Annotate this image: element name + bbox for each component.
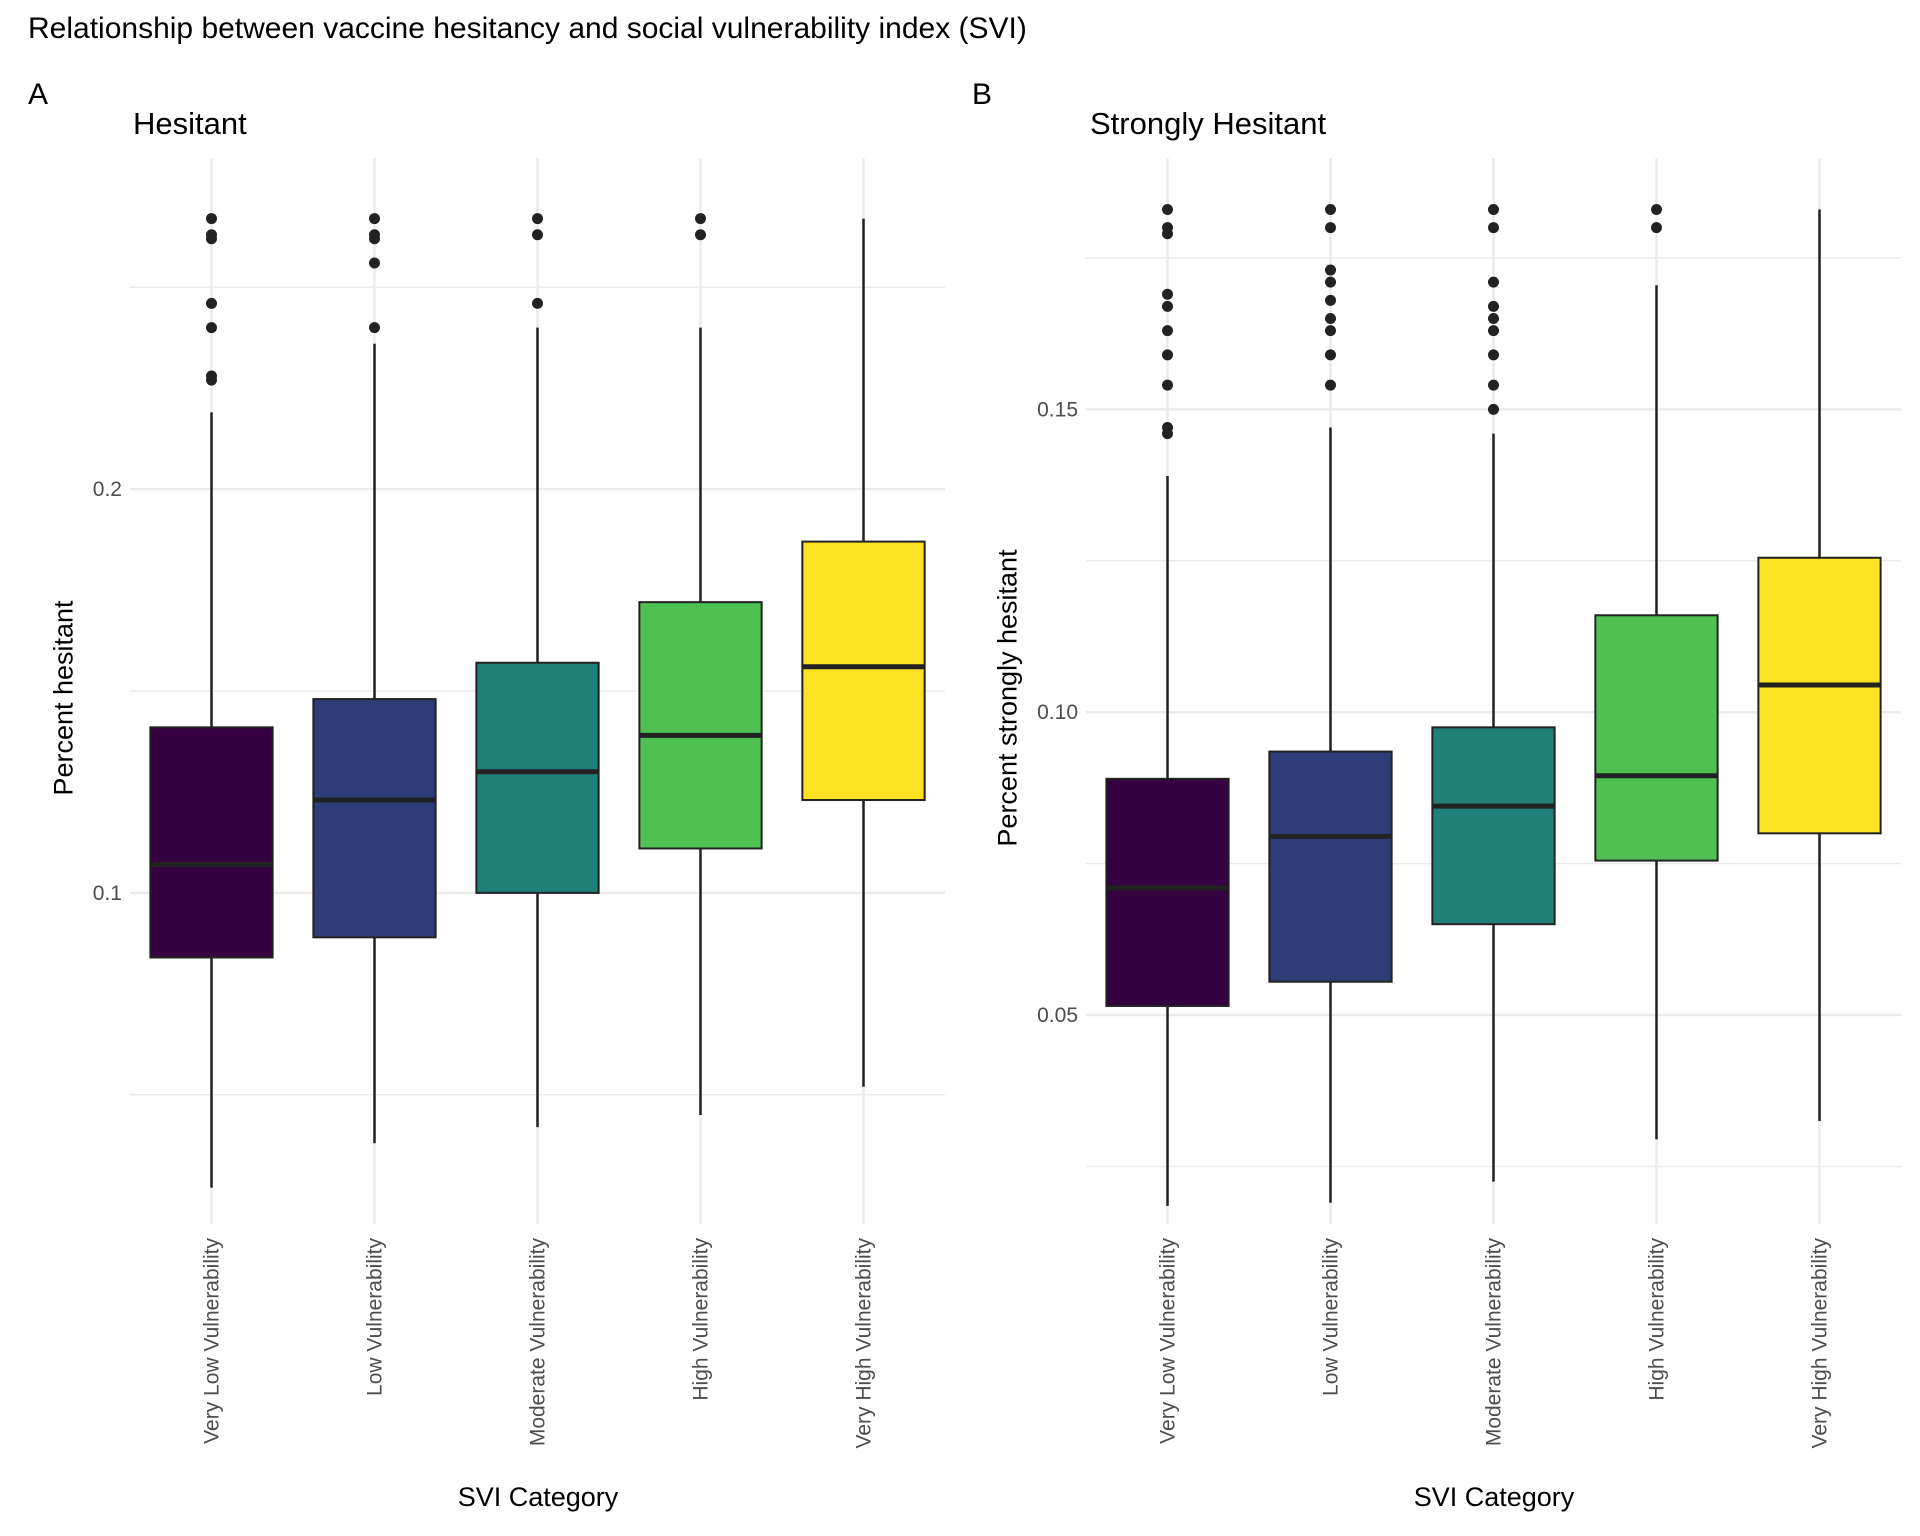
panel-b-x-tick-label: Very Low Vulnerability xyxy=(1157,1238,1180,1444)
panel-b-box-moderate-vulnerability-outlier-point xyxy=(1488,403,1499,415)
panel-a-box-low-vulnerability xyxy=(312,213,437,1144)
panel-b-box-low-vulnerability-outlier-point xyxy=(1325,325,1336,337)
panel-b-box-low-vulnerability-outlier-point xyxy=(1325,294,1336,306)
panel-b-box-low-vulnerability xyxy=(1268,203,1393,1203)
panel-b-box-moderate-vulnerability-outlier-point xyxy=(1488,203,1499,215)
panel-b-y-tick-label: 0.05 xyxy=(1037,1004,1078,1027)
panel-a-box-very-high-vulnerability-rect xyxy=(801,540,926,802)
panel-b-box-low-vulnerability-outlier-point xyxy=(1325,203,1336,215)
panel-a-tag: A xyxy=(28,78,49,111)
panel-a-box-very-high-vulnerability xyxy=(801,218,926,1087)
panel-b-x-tick-label: High Vulnerability xyxy=(1646,1238,1669,1401)
panel-b-x-tick-label: Moderate Vulnerability xyxy=(1483,1238,1506,1447)
panel-a-box-high-vulnerability-outlier-point xyxy=(695,229,706,241)
panel-a-box-very-low-vulnerability-outlier-point xyxy=(206,322,217,334)
panel-a-x-tick-label: Low Vulnerability xyxy=(364,1238,387,1396)
panel-b-box-high-vulnerability xyxy=(1594,203,1719,1140)
panel-b-tag: B xyxy=(972,78,993,111)
panel-b-box-moderate-vulnerability xyxy=(1431,203,1556,1182)
panel-a-box-low-vulnerability-rect xyxy=(312,698,437,939)
panel-b-box-high-vulnerability-outlier-point xyxy=(1651,222,1662,234)
panel-b-box-very-low-vulnerability-outlier-point xyxy=(1162,300,1173,312)
panel-b-box-moderate-vulnerability-outlier-point xyxy=(1488,276,1499,288)
panel-a-box-moderate-vulnerability-outlier-point xyxy=(532,229,543,241)
panel-b-box-moderate-vulnerability-outlier-point xyxy=(1488,325,1499,337)
panel-a-box-low-vulnerability-outlier-point xyxy=(369,322,380,334)
panel-a-box-high-vulnerability-outlier-point xyxy=(695,213,706,225)
panel-b-y-tick-label: 0.15 xyxy=(1037,398,1078,421)
panel-b-box-very-low-vulnerability-outlier-point xyxy=(1162,349,1173,361)
panel-b-box-very-low-vulnerability xyxy=(1105,203,1230,1206)
panel-a-box-very-low-vulnerability-outlier-point xyxy=(206,374,217,386)
panel-b-box-very-low-vulnerability-outlier-point xyxy=(1162,288,1173,300)
panel-a-y-tick-label: 0.1 xyxy=(93,882,122,905)
panel-a-box-moderate-vulnerability-rect xyxy=(475,661,600,894)
panel-a-box-moderate-vulnerability-outlier-point xyxy=(532,213,543,225)
panel-a-box-moderate-vulnerability-outlier-point xyxy=(532,297,543,309)
panel-a-box-moderate-vulnerability xyxy=(475,213,600,1128)
panel-b-box-moderate-vulnerability-outlier-point xyxy=(1488,379,1499,391)
panel-a-box-low-vulnerability-outlier-point xyxy=(369,233,380,245)
panel-a-box-low-vulnerability-outlier-point xyxy=(369,257,380,269)
panel-b-box-low-vulnerability-outlier-point xyxy=(1325,276,1336,288)
panel-b-box-very-low-vulnerability-outlier-point xyxy=(1162,325,1173,337)
panel-a-x-axis-title: SVI Category xyxy=(457,1482,619,1512)
panel-b-box-moderate-vulnerability-outlier-point xyxy=(1488,300,1499,312)
panel-b-box-very-low-vulnerability-outlier-point xyxy=(1162,203,1173,215)
figure-title: Relationship between vaccine hesitancy a… xyxy=(28,12,1027,45)
panel-a-box-very-low-vulnerability-outlier-point xyxy=(206,233,217,245)
panel-a-x-tick-label: Very High Vulnerability xyxy=(853,1238,876,1449)
panel-b-box-low-vulnerability-outlier-point xyxy=(1325,264,1336,276)
panel-b-box-high-vulnerability-rect xyxy=(1594,614,1719,862)
panel-b-x-tick-label: Low Vulnerability xyxy=(1320,1238,1343,1396)
panel-b-box-low-vulnerability-outlier-point xyxy=(1325,313,1336,325)
panel-b-box-low-vulnerability-outlier-point xyxy=(1325,379,1336,391)
panel-a-box-high-vulnerability-rect xyxy=(638,601,763,850)
panel-a-box-very-low-vulnerability-rect xyxy=(149,726,274,959)
panel-b-box-low-vulnerability-rect xyxy=(1268,750,1393,983)
panel-b-x-axis-title: SVI Category xyxy=(1413,1482,1575,1512)
panel-b-box-moderate-vulnerability-outlier-point xyxy=(1488,313,1499,325)
panel-a-box-very-low-vulnerability-outlier-point xyxy=(206,297,217,309)
panel-b-box-very-low-vulnerability-outlier-point xyxy=(1162,228,1173,240)
panel-a-x-tick-label: Moderate Vulnerability xyxy=(527,1238,550,1447)
panel-a-title: Hesitant xyxy=(133,106,247,141)
panel-a-x-tick-label: Very Low Vulnerability xyxy=(201,1238,224,1444)
panel-b-box-moderate-vulnerability-outlier-point xyxy=(1488,222,1499,234)
panel-b-box-low-vulnerability-outlier-point xyxy=(1325,349,1336,361)
panel-b-box-very-low-vulnerability-rect xyxy=(1105,777,1230,1007)
panel-b-box-very-low-vulnerability-outlier-point xyxy=(1162,428,1173,440)
panel-a-box-high-vulnerability xyxy=(638,213,763,1115)
panel-b-box-very-high-vulnerability-rect xyxy=(1757,556,1882,835)
panel-a-box-low-vulnerability-outlier-point xyxy=(369,213,380,225)
panel-b-x-tick-label: Very High Vulnerability xyxy=(1809,1238,1832,1449)
panel-b-title: Strongly Hesitant xyxy=(1090,106,1327,141)
panel-a-x-tick-label: High Vulnerability xyxy=(690,1238,713,1401)
panel-b-box-moderate-vulnerability-outlier-point xyxy=(1488,349,1499,361)
panel-b-box-very-high-vulnerability xyxy=(1757,209,1882,1122)
panel-a-box-very-low-vulnerability-outlier-point xyxy=(206,213,217,225)
panel-a-box-very-low-vulnerability xyxy=(149,213,274,1188)
panel-b-box-low-vulnerability-outlier-point xyxy=(1325,222,1336,234)
panel-a-y-tick-label: 0.2 xyxy=(93,478,122,501)
panel-b-box-high-vulnerability-outlier-point xyxy=(1651,203,1662,215)
panel-b-box-very-low-vulnerability-outlier-point xyxy=(1162,379,1173,391)
panel-b-y-tick-label: 0.10 xyxy=(1037,701,1078,724)
panel-b-box-moderate-vulnerability-rect xyxy=(1431,726,1556,926)
